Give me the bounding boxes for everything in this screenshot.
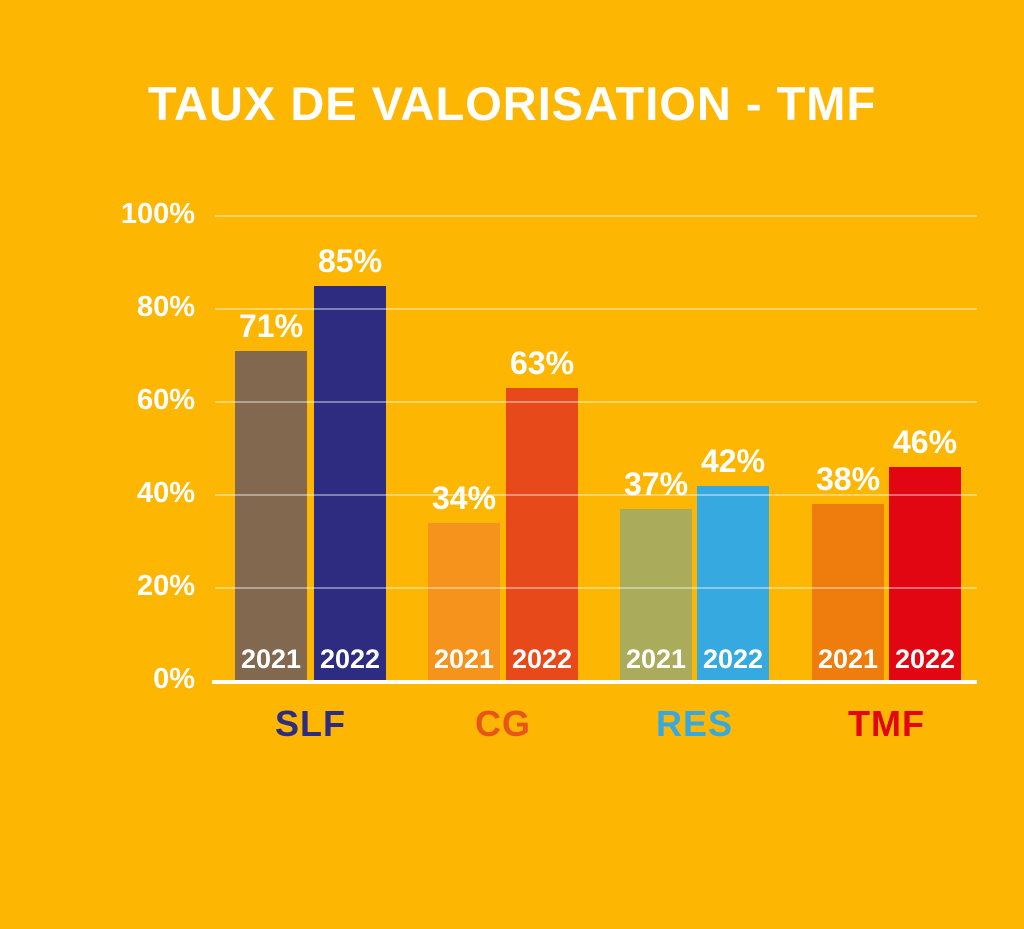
value-label-tmf-2021: 38% — [815, 461, 881, 498]
group-label-tmf: TMF — [848, 703, 925, 744]
value-label-res-2021: 37% — [623, 465, 689, 502]
bar-cg-2021: 2021 — [428, 522, 500, 681]
y-tick-label: 40% — [136, 477, 195, 509]
y-tick-label: 20% — [136, 570, 195, 602]
year-label: 2022 — [894, 644, 956, 674]
y-tick-label: 80% — [136, 291, 195, 323]
bar-slf-2022: 2022 — [314, 285, 386, 681]
year-label: 2021 — [240, 644, 302, 674]
year-label: 2021 — [433, 644, 495, 674]
group-label-slf: SLF — [275, 703, 346, 744]
group-label-cg: CG — [475, 703, 531, 744]
year-label: 2022 — [319, 644, 381, 674]
value-label-slf-2021: 71% — [238, 307, 304, 344]
year-label: 2022 — [702, 644, 764, 674]
x-axis-baseline — [212, 680, 977, 684]
bar-tmf-2022: 2022 — [889, 467, 961, 681]
value-label-cg-2022: 63% — [509, 345, 575, 382]
group-label-res: RES — [655, 703, 734, 744]
plot-area: 2021 71% 2022 85% 2021 34% 2022 63% 2021 37% 2022 4… — [212, 215, 977, 684]
chart-title: TAUX DE VALORISATION - TMF — [147, 77, 877, 130]
value-label-res-2022: 42% — [700, 442, 766, 479]
bar-slf-2021: 2021 — [235, 350, 307, 681]
value-label-tmf-2022: 46% — [892, 424, 958, 461]
bar-res-2022: 2022 — [697, 485, 769, 681]
value-label-slf-2022: 85% — [317, 242, 383, 279]
value-label-cg-2021: 34% — [431, 479, 497, 516]
y-tick-label: 100% — [120, 198, 195, 230]
bar-tmf-2021: 2021 — [812, 504, 884, 681]
bar-res-2021: 2021 — [620, 508, 692, 681]
y-tick-label: 60% — [136, 384, 195, 416]
year-label: 2021 — [625, 644, 687, 674]
y-tick-label: 0% — [153, 663, 195, 695]
year-label: 2022 — [511, 644, 573, 674]
gridline — [215, 215, 977, 217]
gridline — [215, 494, 977, 496]
gridline — [215, 401, 977, 403]
gridline — [215, 308, 977, 310]
year-label: 2021 — [817, 644, 879, 674]
bar-cg-2022: 2022 — [506, 388, 578, 681]
gridline — [215, 587, 977, 589]
